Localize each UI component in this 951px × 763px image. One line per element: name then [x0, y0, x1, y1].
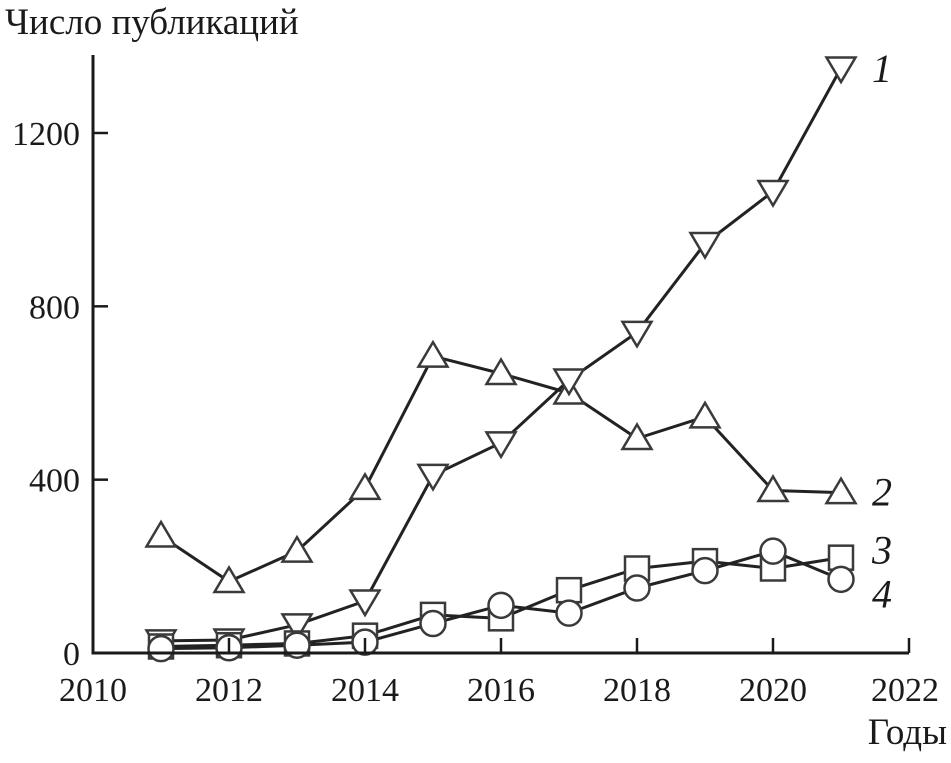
circle-marker	[827, 565, 855, 594]
triangle-down-marker	[620, 320, 654, 349]
circle-marker	[147, 634, 175, 663]
x-tick-label: 2016	[467, 672, 535, 709]
triangle-down-marker	[756, 179, 790, 208]
triangle-down-marker	[824, 56, 858, 85]
x-tick-label: 2014	[331, 672, 399, 709]
x-tick-label: 2012	[195, 672, 263, 709]
triangle-up-marker	[484, 357, 518, 386]
x-tick-label: 2022	[871, 672, 939, 709]
triangle-down-marker	[484, 431, 518, 460]
triangle-up-marker	[620, 422, 654, 451]
series-label-1: 1	[872, 46, 892, 91]
triangle-up-marker	[756, 474, 790, 503]
y-tick-label: 800	[29, 289, 80, 326]
triangle-down-marker	[416, 463, 450, 492]
triangle-down-marker	[688, 231, 722, 260]
y-tick-label: 400	[29, 463, 80, 500]
series-label-2: 2	[872, 470, 892, 515]
triangle-up-marker	[824, 476, 858, 505]
series-2-line	[160, 354, 842, 583]
series-label-4: 4	[872, 571, 892, 616]
triangle-up-marker	[688, 400, 722, 429]
circle-marker	[759, 537, 787, 565]
series-label-3: 3	[871, 528, 892, 573]
circle-marker	[623, 574, 651, 602]
triangle-up-marker	[416, 339, 450, 368]
x-tick-label: 2018	[603, 672, 671, 709]
triangle-up-marker	[212, 565, 246, 594]
triangle-down-marker	[552, 368, 586, 397]
circle-marker	[691, 556, 719, 585]
chart-title: Число публикаций	[5, 2, 299, 43]
circle-marker	[283, 631, 311, 659]
x-tick-label: 2010	[59, 672, 127, 709]
y-tick-label: 0	[63, 636, 80, 673]
circle-marker	[419, 609, 447, 638]
triangle-up-marker	[280, 534, 314, 563]
x-tick-label: 2020	[739, 672, 807, 709]
triangle-down-marker	[280, 613, 314, 642]
series-2-group	[144, 339, 858, 594]
y-tick-label: 1200	[12, 116, 80, 153]
circle-marker	[487, 591, 515, 620]
square-marker	[555, 576, 583, 604]
triangle-down-marker	[348, 589, 382, 618]
x-axis-title: Годы	[867, 712, 947, 753]
series-1-line	[160, 67, 843, 643]
triangle-up-marker	[348, 471, 382, 501]
triangle-up-marker	[144, 519, 178, 548]
circle-marker	[555, 599, 583, 627]
